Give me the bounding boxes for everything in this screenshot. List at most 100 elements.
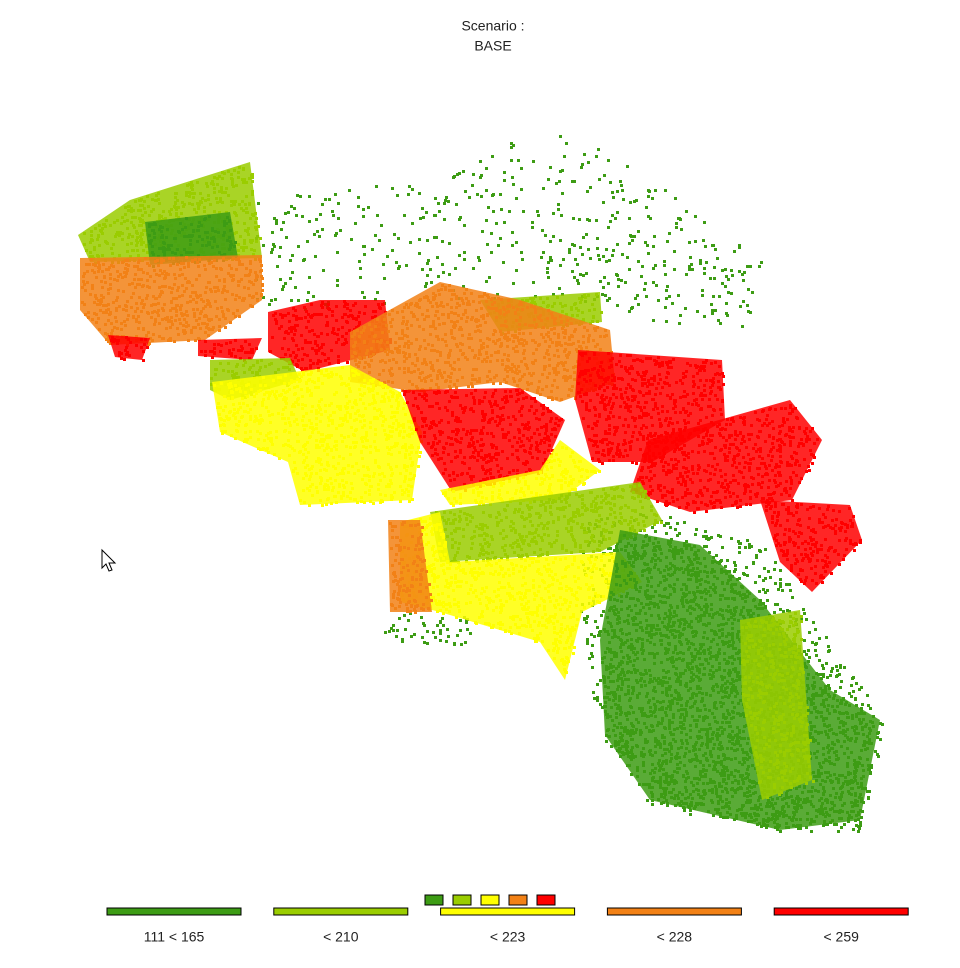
map-cell [265,406,268,409]
map-cell [216,201,219,204]
map-cell [653,235,656,238]
map-cell [437,317,440,320]
map-cell [115,307,118,310]
map-cell [575,307,578,310]
map-cell [300,317,303,320]
map-cell [94,295,97,298]
map-cell [521,308,524,311]
map-cell [182,329,185,332]
map-cell [236,309,239,312]
map-cell [281,314,284,317]
map-cell [505,325,508,328]
map-cell [715,554,718,557]
map-cell [485,300,488,303]
map-cell [214,300,217,303]
map-cell [144,338,147,341]
map-cell [294,329,297,332]
map-cell [310,422,313,425]
map-cell [261,284,264,287]
map-cell [395,332,398,335]
map-cell [375,185,378,188]
map-cell [179,222,182,225]
map-cell [214,373,217,376]
map-cell [654,264,657,267]
map-cell [377,303,380,306]
map-cell [565,354,568,357]
map-cell [526,299,529,302]
map-cell [215,267,218,270]
map-cell [843,823,846,826]
map-cell [315,486,318,489]
map-cell [188,183,191,186]
map-cell [454,267,457,270]
map-cell [409,457,412,460]
map-cell [290,205,293,208]
map-cell [821,664,824,667]
map-cell [233,412,236,415]
map-cell [455,306,458,309]
map-cell [403,480,406,483]
map-cell [404,446,407,449]
map-cell [407,340,410,343]
map-cell [261,401,264,404]
map-cell [115,233,118,236]
map-cell [188,251,191,254]
map-cell [431,344,434,347]
map-cell [108,266,111,269]
map-cell [223,289,226,292]
map-cell [288,320,291,323]
map-cell [301,215,304,218]
map-cell [826,823,829,826]
map-cell [430,349,433,352]
map-cell [584,296,587,299]
map-cell [267,410,270,413]
map-cell [365,352,368,355]
map-cell [477,357,480,360]
map-cell [501,363,504,366]
map-cell [774,603,777,606]
map-cell [158,295,161,298]
map-cell [363,296,366,299]
map-cell [150,210,153,213]
map-cell [149,275,152,278]
map-cell [244,203,247,206]
map-cell [547,396,550,399]
map-cell [273,393,276,396]
map-cell [474,330,477,333]
map-cell [808,631,811,634]
map-cell [564,304,567,307]
map-cell [327,307,330,310]
map-cell [257,225,260,228]
map-cell [721,269,724,272]
map-cell [240,345,243,348]
map-cell [350,314,353,317]
map-cell [346,402,349,405]
map-cell [249,418,252,421]
map-cell [403,345,406,348]
map-cell [139,209,142,212]
map-cell [250,351,253,354]
map-cell [236,411,239,414]
map-cell [557,371,560,374]
map-cell [84,313,87,316]
map-cell [129,255,132,258]
map-cell [369,500,372,503]
map-cell [565,323,568,326]
map-cell [346,420,349,423]
map-cell [529,332,532,335]
map-cell [850,695,853,698]
map-cell [118,305,121,308]
map-cell [142,350,145,353]
map-cell [123,271,126,274]
map-cell [366,466,369,469]
map-cell [221,291,224,294]
map-cell [152,253,155,256]
map-cell [196,240,199,243]
map-cell [222,315,225,318]
map-cell [204,331,207,334]
map-cell [153,323,156,326]
map-cell [196,229,199,232]
title-line: BASE [474,38,511,54]
map-cell [395,635,398,638]
map-cell [158,322,161,325]
